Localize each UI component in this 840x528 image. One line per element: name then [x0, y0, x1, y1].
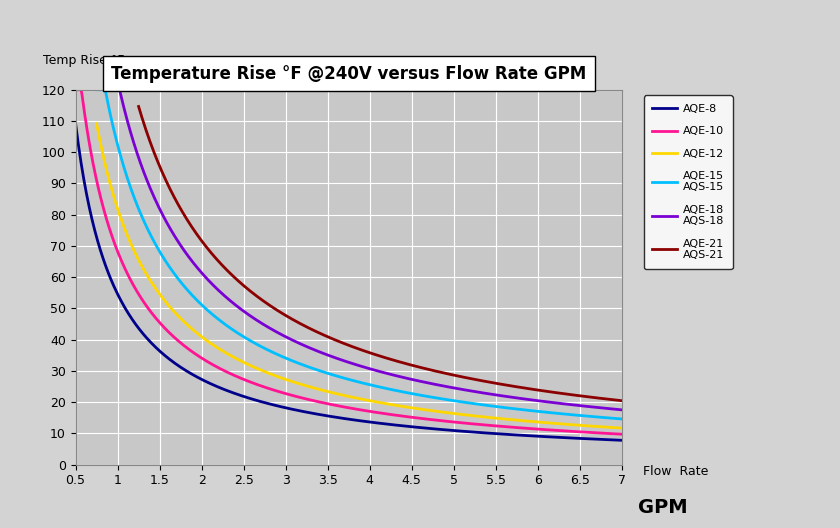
Text: Flow  Rate: Flow Rate: [643, 465, 708, 478]
Legend: AQE-8, AQE-10, AQE-12, AQE-15
AQS-15, AQE-18
AQS-18, AQE-21
AQS-21: AQE-8, AQE-10, AQE-12, AQE-15 AQS-15, AQ…: [643, 96, 732, 269]
Text: Temp Rise °F: Temp Rise °F: [43, 54, 124, 67]
Title: Temperature Rise °F @240V versus Flow Rate GPM: Temperature Rise °F @240V versus Flow Ra…: [111, 64, 586, 83]
Text: GPM: GPM: [638, 498, 688, 517]
